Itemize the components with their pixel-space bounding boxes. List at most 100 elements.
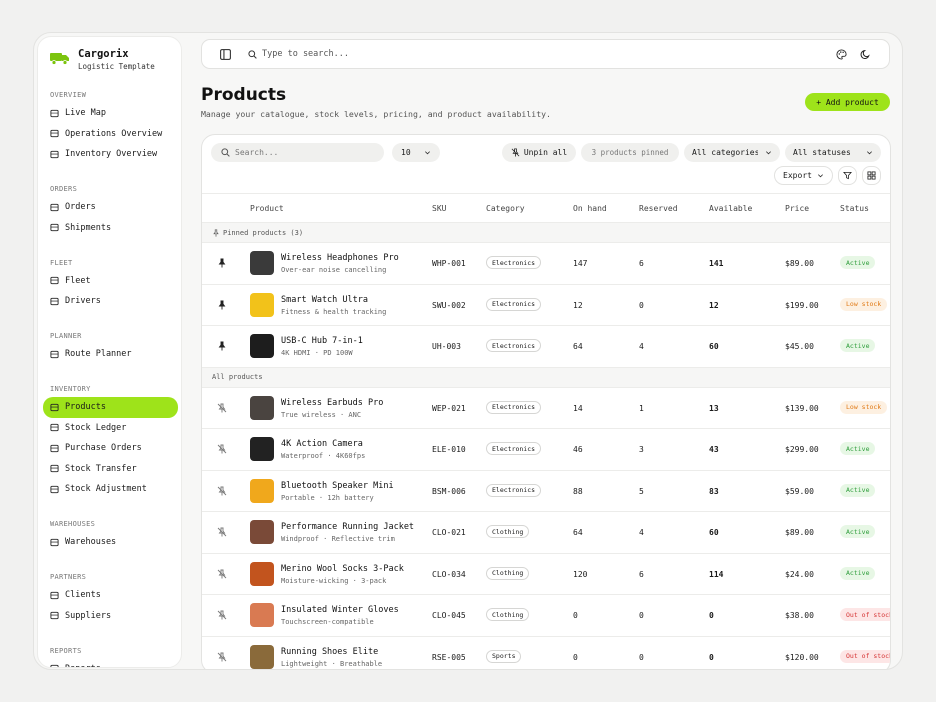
column-header-product[interactable]: Product (250, 204, 284, 213)
global-search-placeholder: Type to search... (262, 49, 349, 59)
category-badge: Electronics (486, 297, 542, 311)
pin-off-icon[interactable] (217, 486, 227, 496)
users-icon (50, 591, 59, 599)
pin-icon[interactable] (217, 300, 227, 310)
page-size-select[interactable]: 10 (392, 143, 440, 162)
status-badge: Active (840, 256, 876, 269)
table-row[interactable]: Running Shoes Elite Lightweight · Breatha… (202, 637, 890, 670)
unpin-all-button[interactable]: Unpin all (502, 143, 576, 162)
product-name[interactable]: Merino Wool Socks 3-Pack (281, 563, 404, 574)
table-row[interactable]: Merino Wool Socks 3-Pack Moisture-wicking… (202, 554, 890, 595)
pin-off-icon[interactable] (217, 610, 227, 620)
sidebar-item-warehouses[interactable]: Warehouses (43, 532, 178, 553)
on-hand-value: 64 (573, 342, 583, 351)
column-header-available[interactable]: Available (709, 204, 753, 213)
product-thumbnail (250, 437, 274, 461)
sidebar-item-orders[interactable]: Orders (43, 197, 178, 218)
price-value: $199.00 (785, 300, 819, 310)
column-header-price[interactable]: Price (785, 204, 810, 213)
category-filter-select[interactable]: All categories (684, 143, 780, 162)
nav-section-title: ORDERS (50, 185, 78, 193)
table-row[interactable]: 4K Action Camera Waterproof · 4K60fps ELE-… (202, 429, 890, 471)
sidebar-item-stock-adjustment[interactable]: Stock Adjustment (43, 479, 178, 500)
table-row[interactable]: Wireless Headphones Pro Over-ear noise ca… (202, 243, 890, 285)
sidebar-item-fleet[interactable]: Fleet (43, 271, 178, 292)
group-label: All products (212, 373, 263, 381)
nav-section-title: INVENTORY (50, 385, 91, 393)
pin-icon[interactable] (217, 341, 227, 351)
product-name[interactable]: 4K Action Camera (281, 439, 363, 449)
product-description: Waterproof · 4K60fps (281, 452, 366, 460)
product-name[interactable]: Smart Watch Ultra (281, 294, 368, 305)
sidebar-toggle-icon[interactable] (220, 49, 231, 60)
table-row[interactable]: Smart Watch Ultra Fitness & health tracki… (202, 285, 890, 326)
user-icon (50, 612, 59, 620)
product-name[interactable]: USB-C Hub 7-in-1 (281, 336, 363, 346)
export-button[interactable]: Export (774, 166, 833, 185)
pin-off-icon[interactable] (217, 652, 227, 662)
sidebar-item-label: Drivers (65, 296, 101, 307)
pin-off-icon[interactable] (217, 569, 227, 579)
grid-view-button[interactable] (862, 166, 881, 185)
product-name[interactable]: Bluetooth Speaker Mini (281, 480, 394, 491)
price-value: $38.00 (785, 611, 814, 620)
sidebar-item-products[interactable]: Products (43, 397, 178, 418)
category-badge: Clothing (486, 566, 530, 580)
sidebar-item-shipments[interactable]: Shipments (43, 218, 178, 239)
product-sku: ELE-010 (432, 445, 466, 454)
product-name[interactable]: Wireless Headphones Pro (281, 253, 399, 263)
sidebar-item-suppliers[interactable]: Suppliers (43, 606, 178, 627)
sidebar-item-drivers[interactable]: Drivers (43, 291, 178, 312)
table-row[interactable]: USB-C Hub 7-in-1 4K HDMI · PD 100W UH-003 E… (202, 326, 890, 368)
column-header-on-hand[interactable]: On hand (573, 204, 607, 213)
filter-button[interactable] (838, 166, 857, 185)
column-header-category[interactable]: Category (486, 204, 525, 213)
product-thumbnail (250, 520, 274, 544)
sidebar-item-clients[interactable]: Clients (43, 585, 178, 606)
pin-off-icon[interactable] (217, 527, 227, 537)
sidebar-item-label: Live Map (65, 108, 106, 119)
available-value: 13 (709, 403, 719, 413)
theme-toggle-icon[interactable] (860, 49, 871, 60)
brand[interactable]: Cargorix Logistic Template (50, 48, 155, 71)
column-header-sku[interactable]: SKU (432, 204, 447, 213)
table-row[interactable]: Performance Running Jacket Windproof · Re… (202, 512, 890, 554)
sidebar-item-inventory-overview[interactable]: Inventory Overview (43, 144, 178, 165)
global-search-input[interactable]: Type to search... (248, 49, 349, 59)
status-filter-select[interactable]: All statuses (785, 143, 881, 162)
sidebar-item-label: Products (65, 402, 106, 413)
sidebar-item-operations-overview[interactable]: Operations Overview (43, 124, 178, 145)
export-label: Export (783, 171, 812, 180)
category-badge: Sports (486, 649, 522, 663)
sidebar-item-route-planner[interactable]: Route Planner (43, 344, 178, 365)
palette-icon[interactable] (836, 49, 847, 60)
table-search-placeholder: Search... (235, 148, 279, 157)
table-row[interactable]: Wireless Earbuds Pro True wireless · ANC W… (202, 388, 890, 429)
column-header-status[interactable]: Status (840, 204, 869, 213)
sidebar-item-stock-transfer[interactable]: Stock Transfer (43, 459, 178, 480)
reserved-value: 6 (639, 569, 644, 579)
pin-icon[interactable] (217, 258, 227, 268)
product-name[interactable]: Performance Running Jacket (281, 522, 415, 532)
pin-off-icon[interactable] (217, 403, 227, 413)
product-name[interactable]: Insulated Winter Gloves (281, 605, 399, 615)
product-name[interactable]: Wireless Earbuds Pro (281, 397, 384, 408)
sidebar-item-live-map[interactable]: Live Map (43, 103, 178, 124)
sidebar-item-purchase-orders[interactable]: Purchase Orders (43, 438, 178, 459)
table-row[interactable]: Bluetooth Speaker Mini Portable · 12h bat… (202, 471, 890, 512)
available-value: 83 (709, 486, 719, 496)
table-search-input[interactable]: Search... (211, 143, 384, 162)
sidebar-item-label: Operations Overview (65, 128, 163, 139)
sidebar-item-label: Stock Adjustment (65, 484, 147, 495)
product-name[interactable]: Running Shoes Elite (281, 646, 379, 657)
column-header-reserved[interactable]: Reserved (639, 204, 678, 213)
table-row[interactable]: Insulated Winter Gloves Touchscreen-compa… (202, 595, 890, 637)
unpin-all-label: Unpin all (523, 148, 568, 157)
clipboard-icon (50, 444, 59, 452)
add-product-button[interactable]: + Add product (805, 93, 890, 111)
sidebar-item-stock-ledger[interactable]: Stock Ledger (43, 418, 178, 439)
table-header: Product SKU Category On hand Reserved Av… (202, 193, 890, 223)
sidebar-item-reports[interactable]: Reports (43, 659, 178, 667)
category-badge: Electronics (486, 400, 542, 414)
pin-off-icon[interactable] (217, 444, 227, 454)
